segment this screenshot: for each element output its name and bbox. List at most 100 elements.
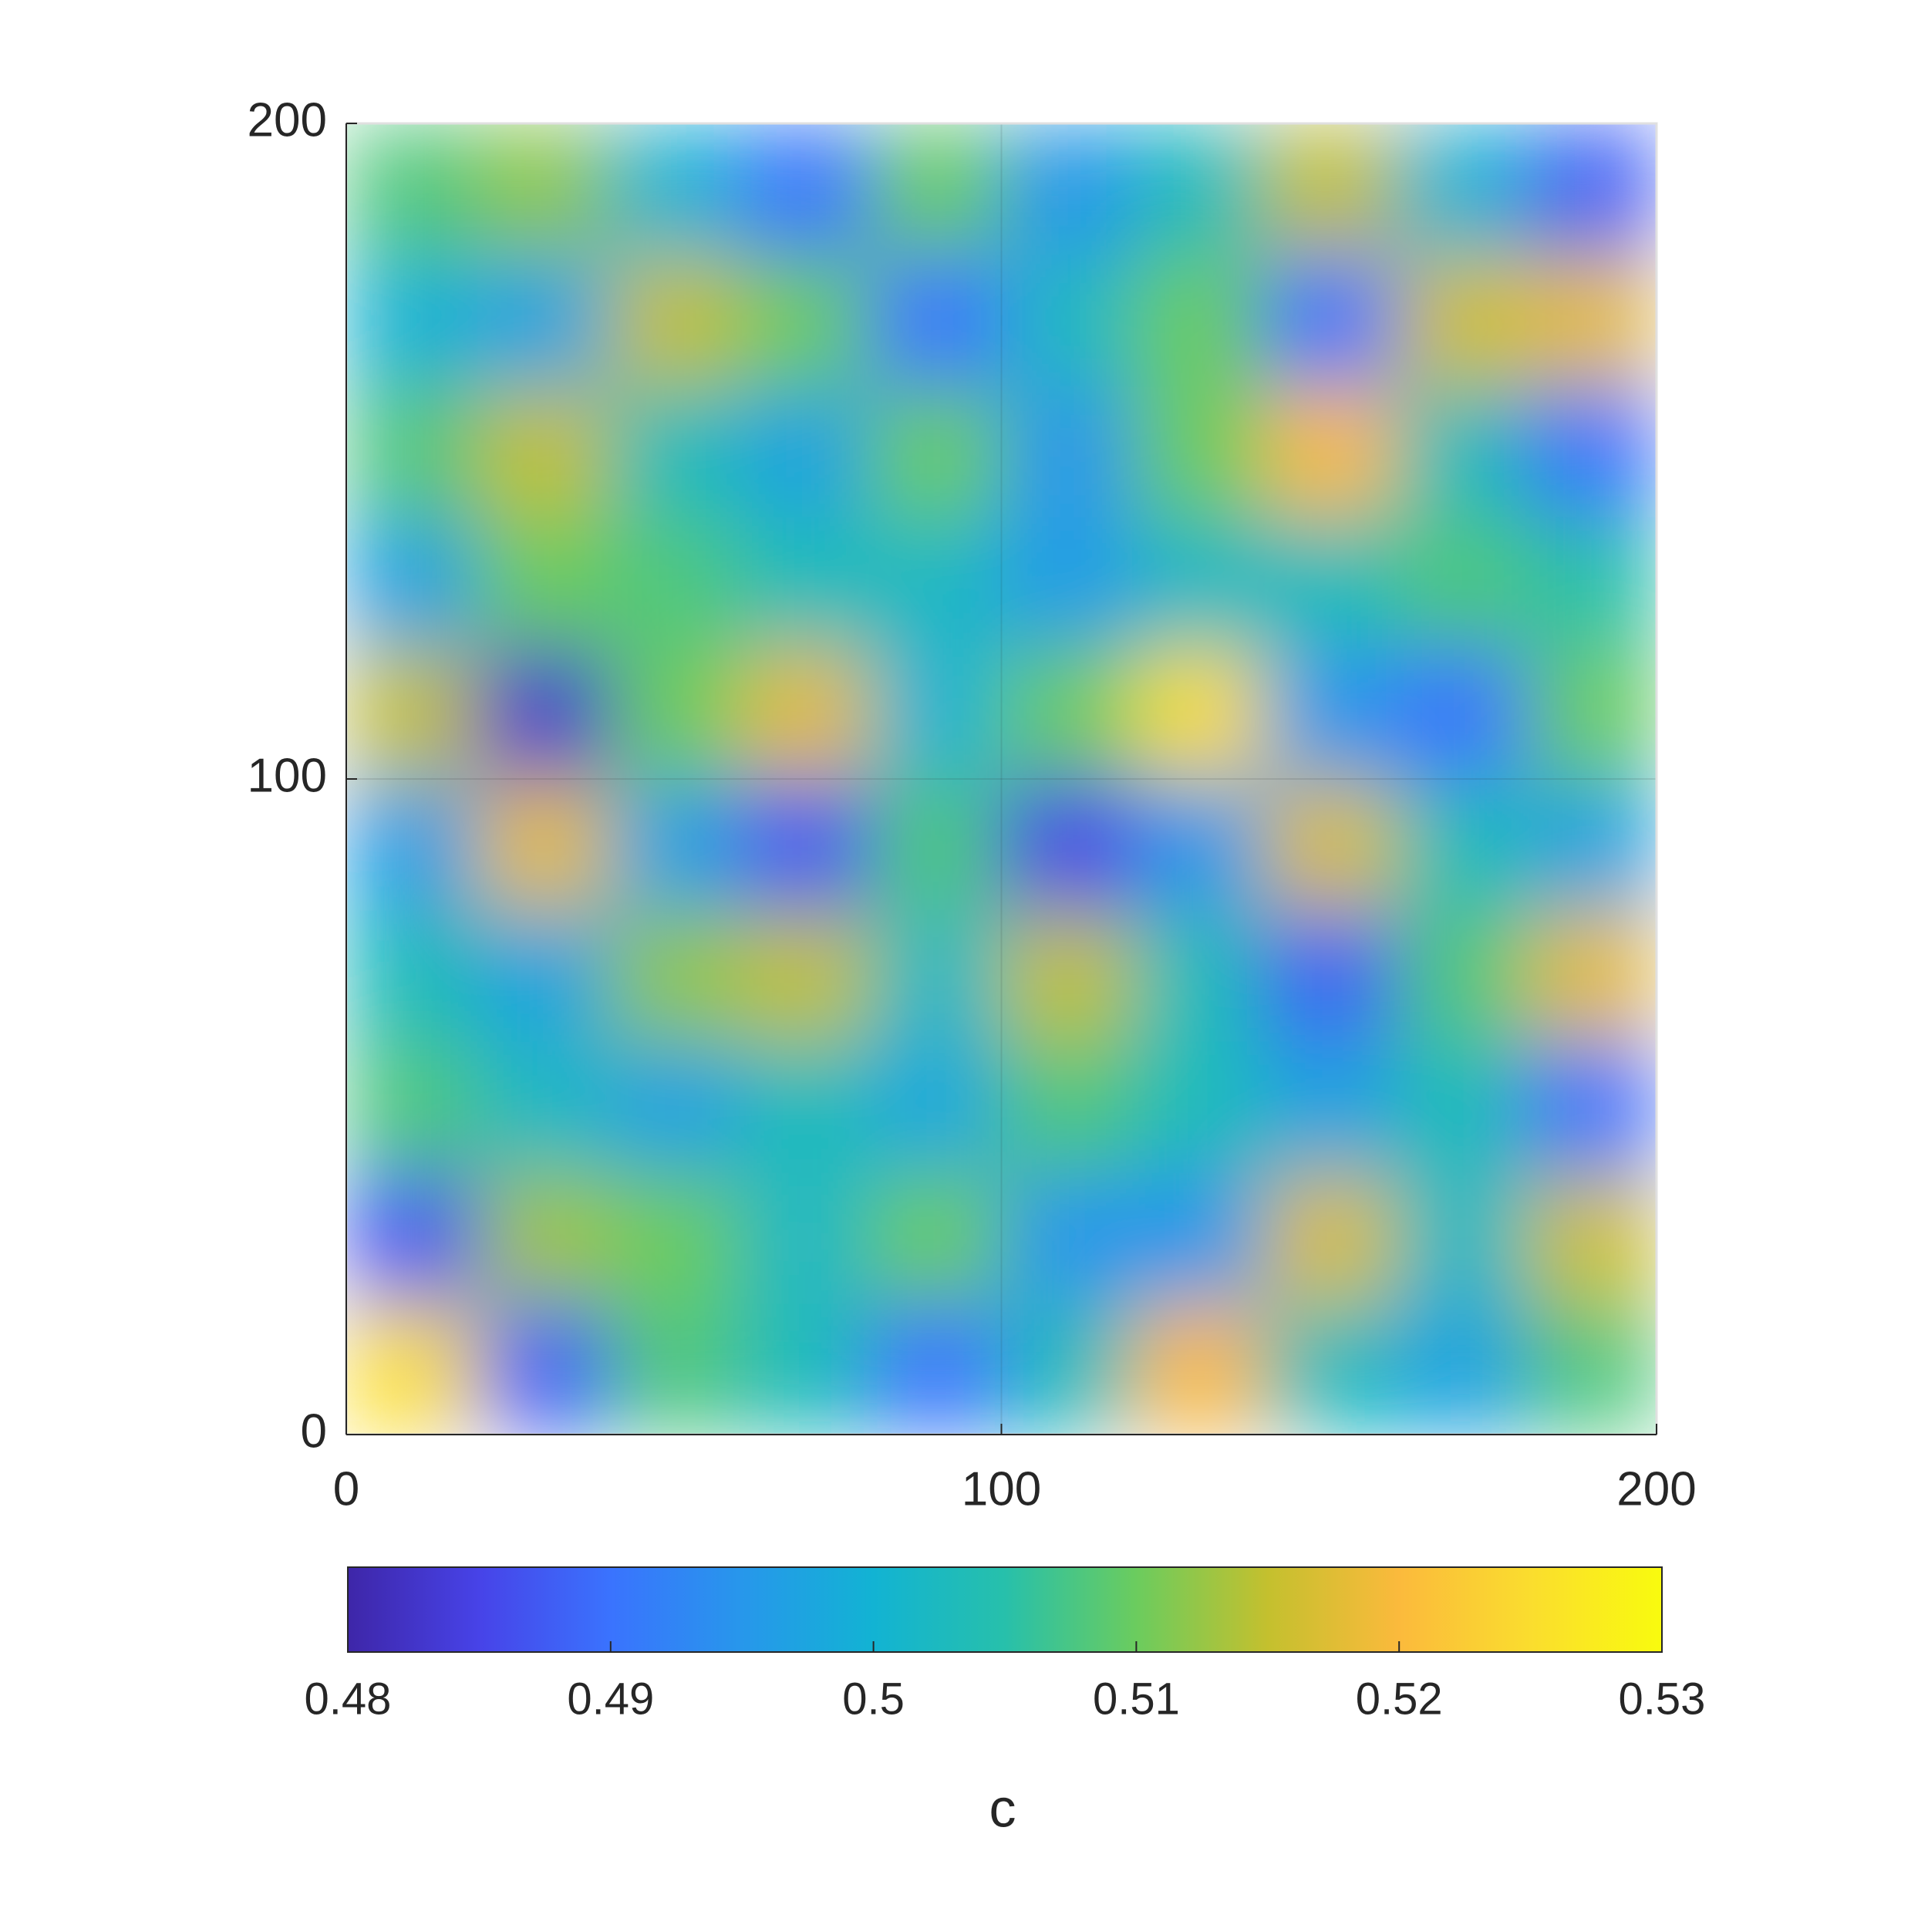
heatmap-cell <box>608 1041 740 1173</box>
plot-area <box>346 123 1657 1435</box>
colorbar-tick-label: 0.5 <box>842 1674 905 1724</box>
heatmap-cell <box>477 255 609 386</box>
heatmap-cell <box>346 386 478 518</box>
heatmap-cell <box>739 123 871 255</box>
heatmap-cell <box>1132 1041 1264 1173</box>
heatmap-cell <box>346 123 478 255</box>
heatmap-cell <box>477 1303 609 1435</box>
y-tick-label: 0 <box>301 1404 327 1458</box>
heatmap-cell <box>608 386 740 518</box>
colorbar-tick-label: 0.53 <box>1619 1674 1706 1724</box>
heatmap-cell <box>870 1172 1002 1304</box>
heatmap-cell <box>346 517 478 649</box>
heatmap-cell <box>1394 386 1526 518</box>
heatmap-cell <box>477 386 609 518</box>
heatmap-cell <box>870 517 1002 649</box>
heatmap-cell <box>1263 779 1395 911</box>
heatmap-cell <box>1001 779 1133 911</box>
heatmap-cell <box>1394 123 1526 255</box>
heatmap-cell <box>1001 1303 1133 1435</box>
heatmap-cell <box>608 648 740 780</box>
heatmap-cell <box>608 1172 740 1304</box>
heatmap-cell <box>870 779 1002 911</box>
heatmap-cell <box>1132 910 1264 1042</box>
heatmap-cell <box>1525 779 1657 911</box>
heatmap-cell <box>477 123 609 255</box>
heatmap-cell <box>477 648 609 780</box>
heatmap-cell <box>1132 779 1264 911</box>
heatmap-cell <box>1525 517 1657 649</box>
y-tick-label: 100 <box>248 749 327 802</box>
heatmap-cell <box>346 910 478 1042</box>
heatmap-cell <box>870 123 1002 255</box>
heatmap-cell <box>1263 1172 1395 1304</box>
heatmap-cell <box>1001 255 1133 386</box>
heatmap-cell <box>1001 910 1133 1042</box>
heatmap-cell <box>477 1172 609 1304</box>
heatmap-cell <box>1525 1041 1657 1173</box>
heatmap-cell <box>870 648 1002 780</box>
x-tick-label: 0 <box>333 1462 359 1516</box>
heatmap-cell <box>739 1303 871 1435</box>
heatmap-cell <box>1394 648 1526 780</box>
heatmap-cell <box>1132 1172 1264 1304</box>
heatmap-cell <box>870 1303 1002 1435</box>
heatmap-cell <box>1263 255 1395 386</box>
heatmap-cell <box>1394 1303 1526 1435</box>
heatmap-cell <box>1001 1041 1133 1173</box>
heatmap-cell <box>1394 1172 1526 1304</box>
heatmap-cell <box>739 910 871 1042</box>
colorbar <box>347 1566 1663 1653</box>
heatmap-cell <box>346 1303 478 1435</box>
heatmap-cell <box>1263 1303 1395 1435</box>
heatmap-cell <box>739 255 871 386</box>
heatmap-cell <box>739 1041 871 1173</box>
heatmap-cell <box>1132 123 1264 255</box>
heatmap-cell <box>477 910 609 1042</box>
heatmap-cell <box>346 779 478 911</box>
heatmap-cell <box>739 386 871 518</box>
heatmap-cell <box>1394 255 1526 386</box>
heatmap-cell <box>739 779 871 911</box>
heatmap-cell <box>477 517 609 649</box>
heatmap-cell <box>1001 386 1133 518</box>
colorbar-tick-label: 0.52 <box>1356 1674 1443 1724</box>
heatmap-cell <box>1394 517 1526 649</box>
heatmap-cell <box>1001 1172 1133 1304</box>
heatmap-cell <box>1525 648 1657 780</box>
heatmap-cell <box>477 779 609 911</box>
heatmap-cell <box>1525 255 1657 386</box>
heatmap-cell <box>1263 648 1395 780</box>
heatmap-cell <box>1132 255 1264 386</box>
heatmap-cell <box>1394 1041 1526 1173</box>
heatmap-cell <box>1001 123 1133 255</box>
heatmap-cell <box>608 779 740 911</box>
heatmap-cell <box>1394 910 1526 1042</box>
colorbar-tick-label: 0.48 <box>305 1674 392 1724</box>
colorbar-tick-label: 0.51 <box>1093 1674 1180 1724</box>
heatmap-cell <box>739 517 871 649</box>
heatmap-cell <box>870 1041 1002 1173</box>
heatmap-cell <box>1001 517 1133 649</box>
heatmap-cell <box>1394 779 1526 911</box>
heatmap-cell <box>739 1172 871 1304</box>
heatmap-cell <box>1263 386 1395 518</box>
heatmap <box>346 123 1657 1435</box>
heatmap-cell <box>1525 910 1657 1042</box>
heatmap-cell <box>346 648 478 780</box>
heatmap-cell <box>608 517 740 649</box>
heatmap-cell <box>346 1172 478 1304</box>
heatmap-cell <box>1263 910 1395 1042</box>
heatmap-cell <box>1001 648 1133 780</box>
y-tick-label: 200 <box>248 93 327 147</box>
heatmap-cell <box>1263 517 1395 649</box>
heatmap-cell <box>346 1041 478 1173</box>
heatmap-cell <box>1132 648 1264 780</box>
heatmap-cell <box>739 648 871 780</box>
heatmap-cell <box>608 910 740 1042</box>
heatmap-cell <box>1525 123 1657 255</box>
heatmap-cell <box>1263 123 1395 255</box>
heatmap-cell <box>1132 517 1264 649</box>
heatmap-cell <box>1263 1041 1395 1173</box>
